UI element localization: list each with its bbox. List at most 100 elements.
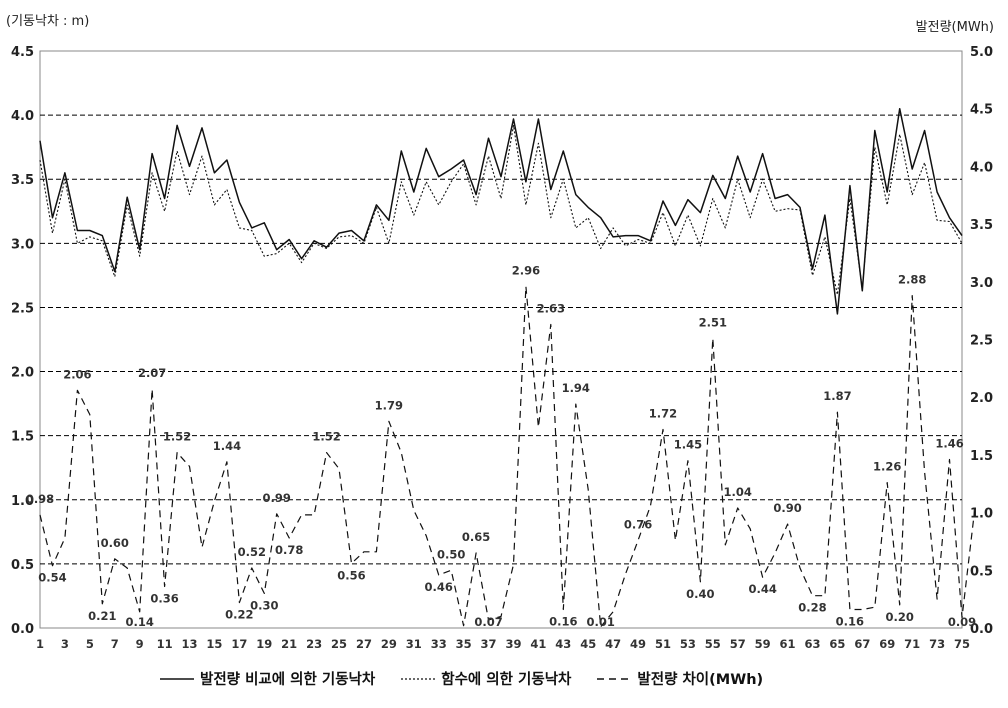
data-label: 0.46 (425, 580, 453, 594)
x-tick-label: 67 (854, 637, 870, 651)
x-tick-label: 63 (804, 637, 820, 651)
data-label: 0.01 (586, 615, 614, 629)
right-tick-label: 3.5 (970, 218, 993, 233)
data-label: 0.20 (886, 610, 914, 624)
x-tick-label: 21 (281, 637, 297, 651)
right-tick-label: 4.5 (970, 103, 993, 118)
left-tick-label: 3.5 (11, 173, 34, 188)
x-tick-label: 25 (331, 637, 347, 651)
left-tick-label: 0.0 (11, 622, 34, 637)
data-label: 1.52 (312, 430, 340, 444)
left-tick-label: 3.0 (11, 237, 34, 252)
data-label: 0.21 (88, 609, 116, 623)
right-axis-title: 발전량(MWh) (915, 20, 994, 35)
data-label: 0.99 (263, 491, 291, 505)
right-tick-label: 0.0 (970, 622, 993, 637)
data-label: 0.60 (101, 536, 129, 550)
data-label: 0.76 (624, 517, 652, 531)
x-tick-label: 35 (456, 637, 472, 651)
legend-label-solid: 발전량 비교에 의한 기동낙차 (200, 672, 376, 688)
data-label: 1.46 (935, 437, 963, 451)
right-tick-label: 4.0 (970, 160, 993, 175)
x-tick-label: 1 (36, 637, 44, 651)
data-label: 1.52 (163, 430, 191, 444)
legend-label-dotted: 함수에 의한 기동낙차 (441, 672, 572, 688)
x-tick-label: 31 (406, 637, 422, 651)
data-label: 0.16 (836, 615, 864, 629)
x-tick-label: 65 (829, 637, 845, 651)
data-label: 1.26 (873, 460, 901, 474)
data-label: 2.63 (537, 301, 565, 315)
data-label: 1.72 (649, 407, 677, 421)
data-label: 1.45 (674, 438, 702, 452)
x-tick-label: 73 (929, 637, 945, 651)
left-tick-label: 1.0 (11, 494, 34, 509)
left-tick-label: 4.0 (11, 109, 34, 124)
x-tick-label: 19 (256, 637, 272, 651)
left-axis-title: (기동낙차 : m) (6, 14, 90, 29)
data-label: 2.07 (138, 366, 166, 380)
data-label: 0.65 (462, 530, 490, 544)
x-tick-label: 15 (206, 637, 222, 651)
data-label: 0.28 (798, 601, 826, 615)
x-tick-label: 41 (530, 637, 546, 651)
series-line-solid (39, 107, 963, 315)
right-tick-label: 2.0 (970, 391, 993, 406)
data-label: 0.50 (437, 547, 465, 561)
left-tick-label: 1.5 (11, 430, 34, 445)
x-tick-label: 5 (86, 637, 94, 651)
legend-item-dotted: 함수에 의한 기동낙차 (401, 668, 571, 689)
x-tick-label: 55 (705, 637, 721, 651)
x-tick-label: 29 (381, 637, 397, 651)
x-tick-label: 17 (231, 637, 247, 651)
x-tick-label: 49 (630, 637, 646, 651)
data-label: 0.07 (474, 615, 502, 629)
data-label: 1.87 (823, 389, 851, 403)
x-tick-label: 75 (954, 637, 970, 651)
left-tick-label: 4.5 (11, 45, 34, 60)
x-tick-label: 23 (306, 637, 322, 651)
left-tick-label: 2.0 (11, 366, 34, 381)
data-label: 0.44 (748, 582, 776, 596)
legend-item-solid: 발전량 비교에 의한 기동낙차 (160, 668, 375, 689)
data-label: 0.14 (125, 615, 153, 629)
x-tick-label: 47 (605, 637, 621, 651)
left-tick-label: 0.5 (11, 558, 34, 573)
series-line-dashed (39, 285, 976, 628)
right-tick-label: 5.0 (970, 45, 993, 60)
data-label: 0.52 (238, 545, 266, 559)
right-tick-label: 1.5 (970, 449, 993, 464)
dotted-line-swatch (401, 677, 436, 680)
left-tick-label: 2.5 (11, 301, 34, 316)
x-tick-label: 45 (580, 637, 596, 651)
data-label: 0.90 (773, 501, 801, 515)
data-label: 0.56 (337, 568, 365, 582)
data-label: 1.79 (375, 398, 403, 412)
right-tick-label: 2.5 (970, 334, 993, 349)
x-tick-label: 13 (182, 637, 198, 651)
right-tick-label: 3.0 (970, 276, 993, 291)
data-label: 0.30 (250, 598, 278, 612)
solid-line-swatch (160, 677, 194, 680)
data-label: 0.09 (948, 615, 976, 629)
x-tick-label: 71 (904, 637, 920, 651)
x-tick-label: 61 (780, 637, 796, 651)
x-tick-label: 33 (431, 637, 447, 651)
data-label: 0.36 (150, 591, 178, 605)
data-label: 0.98 (26, 492, 54, 506)
data-label: 1.94 (562, 381, 590, 395)
data-label: 1.44 (213, 439, 241, 453)
data-label: 2.88 (898, 273, 926, 287)
legend-label-dashed: 발전량 차이(MWh) (637, 672, 764, 688)
x-tick-label: 39 (505, 637, 521, 651)
legend: 발전량 비교에 의한 기동낙차 함수에 의한 기동낙차 발전량 차이(MWh) (160, 668, 763, 689)
dashed-line-swatch (597, 677, 632, 680)
x-tick-label: 3 (61, 637, 69, 651)
x-tick-label: 57 (730, 637, 746, 651)
x-tick-label: 59 (755, 637, 771, 651)
legend-item-dashed: 발전량 차이(MWh) (597, 668, 763, 689)
x-tick-label: 9 (136, 637, 144, 651)
data-label: 0.16 (549, 615, 577, 629)
series-line-dotted (39, 124, 963, 296)
data-label: 1.04 (724, 485, 752, 499)
